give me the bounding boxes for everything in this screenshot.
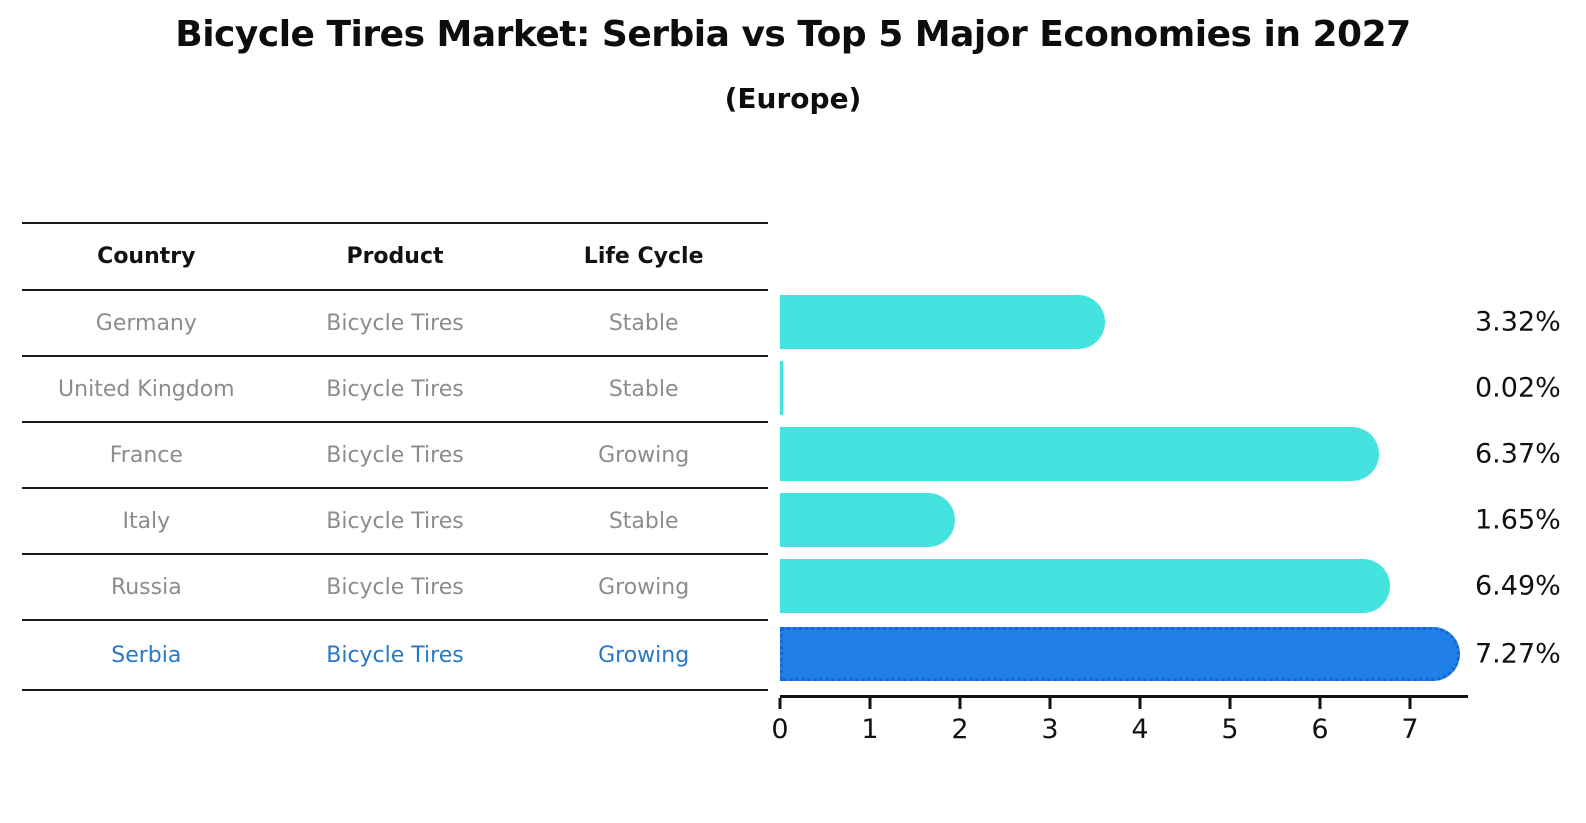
chart-subtitle: (Europe) (724, 82, 862, 115)
country-cell: Russia (110, 574, 182, 600)
country-cell: France (109, 442, 183, 468)
x-axis-tick (1408, 698, 1412, 709)
content-area: Country Product Life Cycle Germany Bicyc… (22, 222, 1580, 754)
table-header: Country Product Life Cycle (22, 223, 768, 290)
value-label: 3.32% (1475, 306, 1561, 338)
bar-serbia (780, 627, 1461, 681)
country-table: Country Product Life Cycle Germany Bicyc… (22, 222, 768, 691)
country-cell: Germany (95, 310, 197, 336)
table-header-product: Product (346, 244, 444, 269)
bar-row-france: 6.37% (780, 421, 1580, 487)
x-axis: 0 1 2 3 4 5 6 7 (771, 695, 1468, 754)
lifecycle-cell: Stable (608, 310, 679, 336)
x-axis-tick-label: 4 (1131, 714, 1149, 745)
table-header-row: Country Product Life Cycle (22, 223, 768, 290)
lifecycle-cell: Growing (598, 642, 690, 668)
x-axis-tick (868, 698, 872, 709)
x-axis-tick-label: 0 (771, 714, 789, 745)
bar-row-germany: 3.32% (780, 289, 1580, 355)
table-header-country: Country (97, 244, 196, 269)
x-axis-tick (778, 698, 782, 709)
table-body: Germany Bicycle Tires Stable United King… (22, 290, 768, 690)
x-axis-tick (1138, 698, 1142, 709)
product-cell: Bicycle Tires (326, 574, 464, 600)
table-row: Russia Bicycle Tires Growing (22, 554, 768, 620)
bar-row-italy: 1.65% (780, 487, 1580, 553)
value-label: 7.27% (1475, 638, 1561, 670)
bar-russia (780, 559, 1391, 613)
bar-row-serbia: 7.27% (780, 619, 1580, 689)
table-row-serbia: Serbia Bicycle Tires Growing (22, 620, 768, 690)
bar-row-united-kingdom: 0.02% (780, 355, 1580, 421)
value-label: 6.49% (1475, 570, 1561, 602)
lifecycle-cell: Growing (598, 574, 690, 600)
lifecycle-cell: Stable (608, 508, 679, 534)
x-axis-tick-label: 2 (951, 714, 969, 745)
bar-row-russia: 6.49% (780, 553, 1580, 619)
x-axis-tick-label: 7 (1401, 714, 1419, 745)
value-label: 6.37% (1475, 438, 1561, 470)
lifecycle-cell: Growing (598, 442, 690, 468)
bar-germany (780, 295, 1105, 349)
table-row: United Kingdom Bicycle Tires Stable (22, 356, 768, 422)
x-axis-tick-label: 5 (1221, 714, 1239, 745)
table-row: Germany Bicycle Tires Stable (22, 290, 768, 356)
country-cell: Italy (122, 508, 171, 534)
product-cell: Bicycle Tires (326, 310, 464, 336)
product-cell: Bicycle Tires (326, 642, 464, 668)
table-row: France Bicycle Tires Growing (22, 422, 768, 488)
bar-italy (780, 493, 955, 547)
product-cell: Bicycle Tires (326, 442, 464, 468)
table-row: Italy Bicycle Tires Stable (22, 488, 768, 554)
product-cell: Bicycle Tires (326, 376, 464, 402)
lifecycle-cell: Stable (608, 376, 679, 402)
x-axis-tick (1048, 698, 1052, 709)
country-cell: Serbia (111, 642, 182, 668)
x-axis-tick-label: 3 (1041, 714, 1059, 745)
bars-area: 3.32% 0.02% 6.37% 1.65% 6.49% (780, 289, 1580, 689)
chart-header-spacer (780, 222, 1580, 289)
table-header-lifecycle: Life Cycle (583, 244, 704, 269)
bar-chart: 3.32% 0.02% 6.37% 1.65% 6.49% (771, 222, 1580, 754)
bar-united-kingdom (780, 361, 783, 415)
x-axis-tick-label: 6 (1311, 714, 1329, 745)
x-axis-tick (958, 698, 962, 709)
value-label: 0.02% (1475, 372, 1561, 404)
value-label: 1.65% (1475, 504, 1561, 536)
x-axis-tick-label: 1 (861, 714, 879, 745)
x-axis-tick (1318, 698, 1322, 709)
x-axis-tick (1228, 698, 1232, 709)
country-cell: United Kingdom (58, 376, 235, 402)
product-cell: Bicycle Tires (326, 508, 464, 534)
bar-france (780, 427, 1380, 481)
chart-title: Bicycle Tires Market: Serbia vs Top 5 Ma… (175, 14, 1411, 55)
